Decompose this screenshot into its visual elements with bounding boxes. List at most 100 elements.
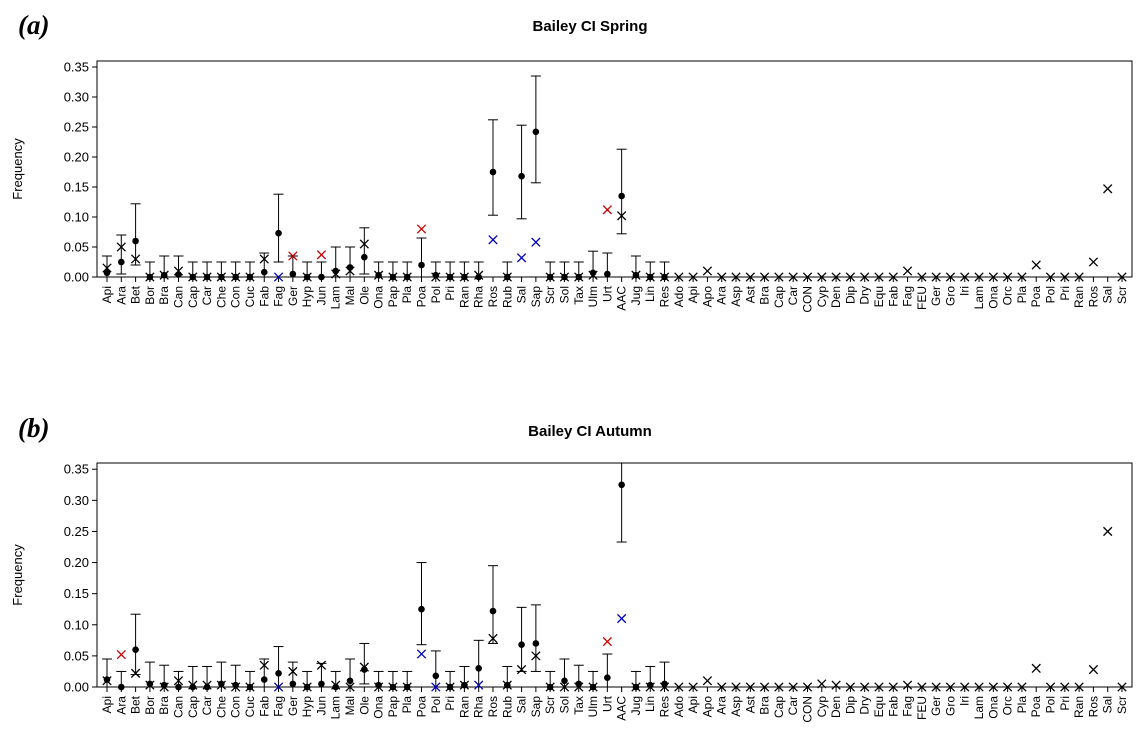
cross-stroke [416,649,427,659]
cross-stroke [945,272,956,282]
chart-title: Bailey CI Autumn [528,423,652,440]
cross-stroke [116,649,126,660]
data-point-dot [475,273,482,281]
cross-stroke [245,272,255,282]
data-point-cross [974,272,984,282]
data-point-cross [1060,682,1070,692]
cross-stroke [860,272,870,282]
data-point-cross [173,266,184,276]
x-tick-label: Cyp [815,696,829,718]
x-tick-label: Bra [758,286,772,305]
cross-stroke [674,682,684,692]
cross-stroke [173,676,184,686]
x-tick-label: Urt [600,695,614,712]
data-point-dot [475,665,482,672]
data-point-cross [231,682,241,692]
x-tick-label: Apo [700,286,714,308]
x-tick-label: Ran [1072,286,1086,308]
x-tick-label: CON [800,696,814,723]
x-tick-label: Bet [129,285,143,304]
x-tick-label: Car [200,696,214,715]
x-tick-label: Con [229,286,243,308]
data-point-cross [1002,272,1013,282]
cross-stroke [802,682,813,692]
data-point-cross [902,680,913,690]
x-tick-label: Lin [643,696,657,712]
data-point-dot [275,229,282,237]
data-point-cross [917,682,927,692]
x-tick-label: Tax [572,696,586,715]
data-point-cross [145,272,155,282]
x-tick-label: Lam [972,696,986,719]
cross-stroke [631,270,641,280]
data-point-dot [375,681,382,689]
x-tick-label: Bet [129,695,143,714]
cross-stroke [574,682,584,692]
data-point-cross [359,662,369,672]
cross-stroke [273,272,284,282]
data-point-cross [316,660,327,670]
cross-stroke [459,272,470,282]
cross-stroke [702,266,713,276]
data-point-cross [173,676,184,686]
cross-stroke [302,682,312,692]
x-tick-label: Ros [1086,286,1100,307]
x-tick-label: Scr [543,696,557,714]
data-point-cross [488,235,498,245]
cross-stroke [373,270,384,280]
x-tick-label: Jug [629,696,643,715]
cross-stroke [302,272,312,282]
cross-stroke [402,682,412,692]
data-point-cross [1074,682,1084,692]
x-tick-label: Ger [929,286,943,306]
cross-stroke [788,682,798,692]
data-point-cross [273,272,284,282]
data-point-cross [817,679,827,689]
plot-frame [96,60,1133,278]
x-tick-label: Ado [672,696,686,718]
cross-stroke [245,682,255,692]
cross-stroke [888,682,898,692]
x-tick-label: Cap [186,286,200,308]
x-tick-label: Ole [357,286,371,305]
x-tick-label: Gro [943,286,957,306]
data-point-dot [489,168,497,176]
data-point-cross [459,272,470,282]
cross-stroke [988,682,998,692]
data-point-cross [130,668,141,678]
data-point-cross [888,682,898,692]
data-point-cross [316,250,327,260]
data-point-cross [616,613,627,624]
x-tick-label: Bra [157,696,171,715]
cross-stroke [674,272,684,282]
data-point-cross [1017,272,1027,282]
data-point-cross [745,272,755,282]
data-point-cross [502,680,512,690]
cross-stroke [388,682,398,692]
cross-stroke [1017,682,1027,692]
data-point-cross [373,270,384,280]
data-point-cross [860,272,870,282]
x-tick-label: Jun [314,696,328,715]
data-point-cross [931,272,941,282]
cross-stroke [516,253,527,263]
x-tick-label: Ulm [586,696,600,717]
data-point-cross [988,272,998,282]
chart-title: Bailey CI Spring [532,18,648,35]
x-tick-label: Ara [114,696,128,715]
data-point-cross [474,680,484,690]
data-point-cross [745,682,755,692]
data-point-cross [1002,682,1013,692]
data-point-dot [332,683,340,691]
cross-stroke [988,272,998,282]
x-tick-label: Ger [929,696,943,716]
data-point-cross [831,272,841,282]
x-tick-label: Ger [286,696,300,716]
x-tick-label: Equ [872,696,886,717]
x-tick-label: Sal [1101,286,1115,303]
x-tick-label: Lin [643,286,657,302]
x-tick-label: Dip [843,696,857,714]
data-point-dot [518,172,525,180]
data-point-cross [1117,682,1127,692]
cross-stroke [502,680,512,690]
